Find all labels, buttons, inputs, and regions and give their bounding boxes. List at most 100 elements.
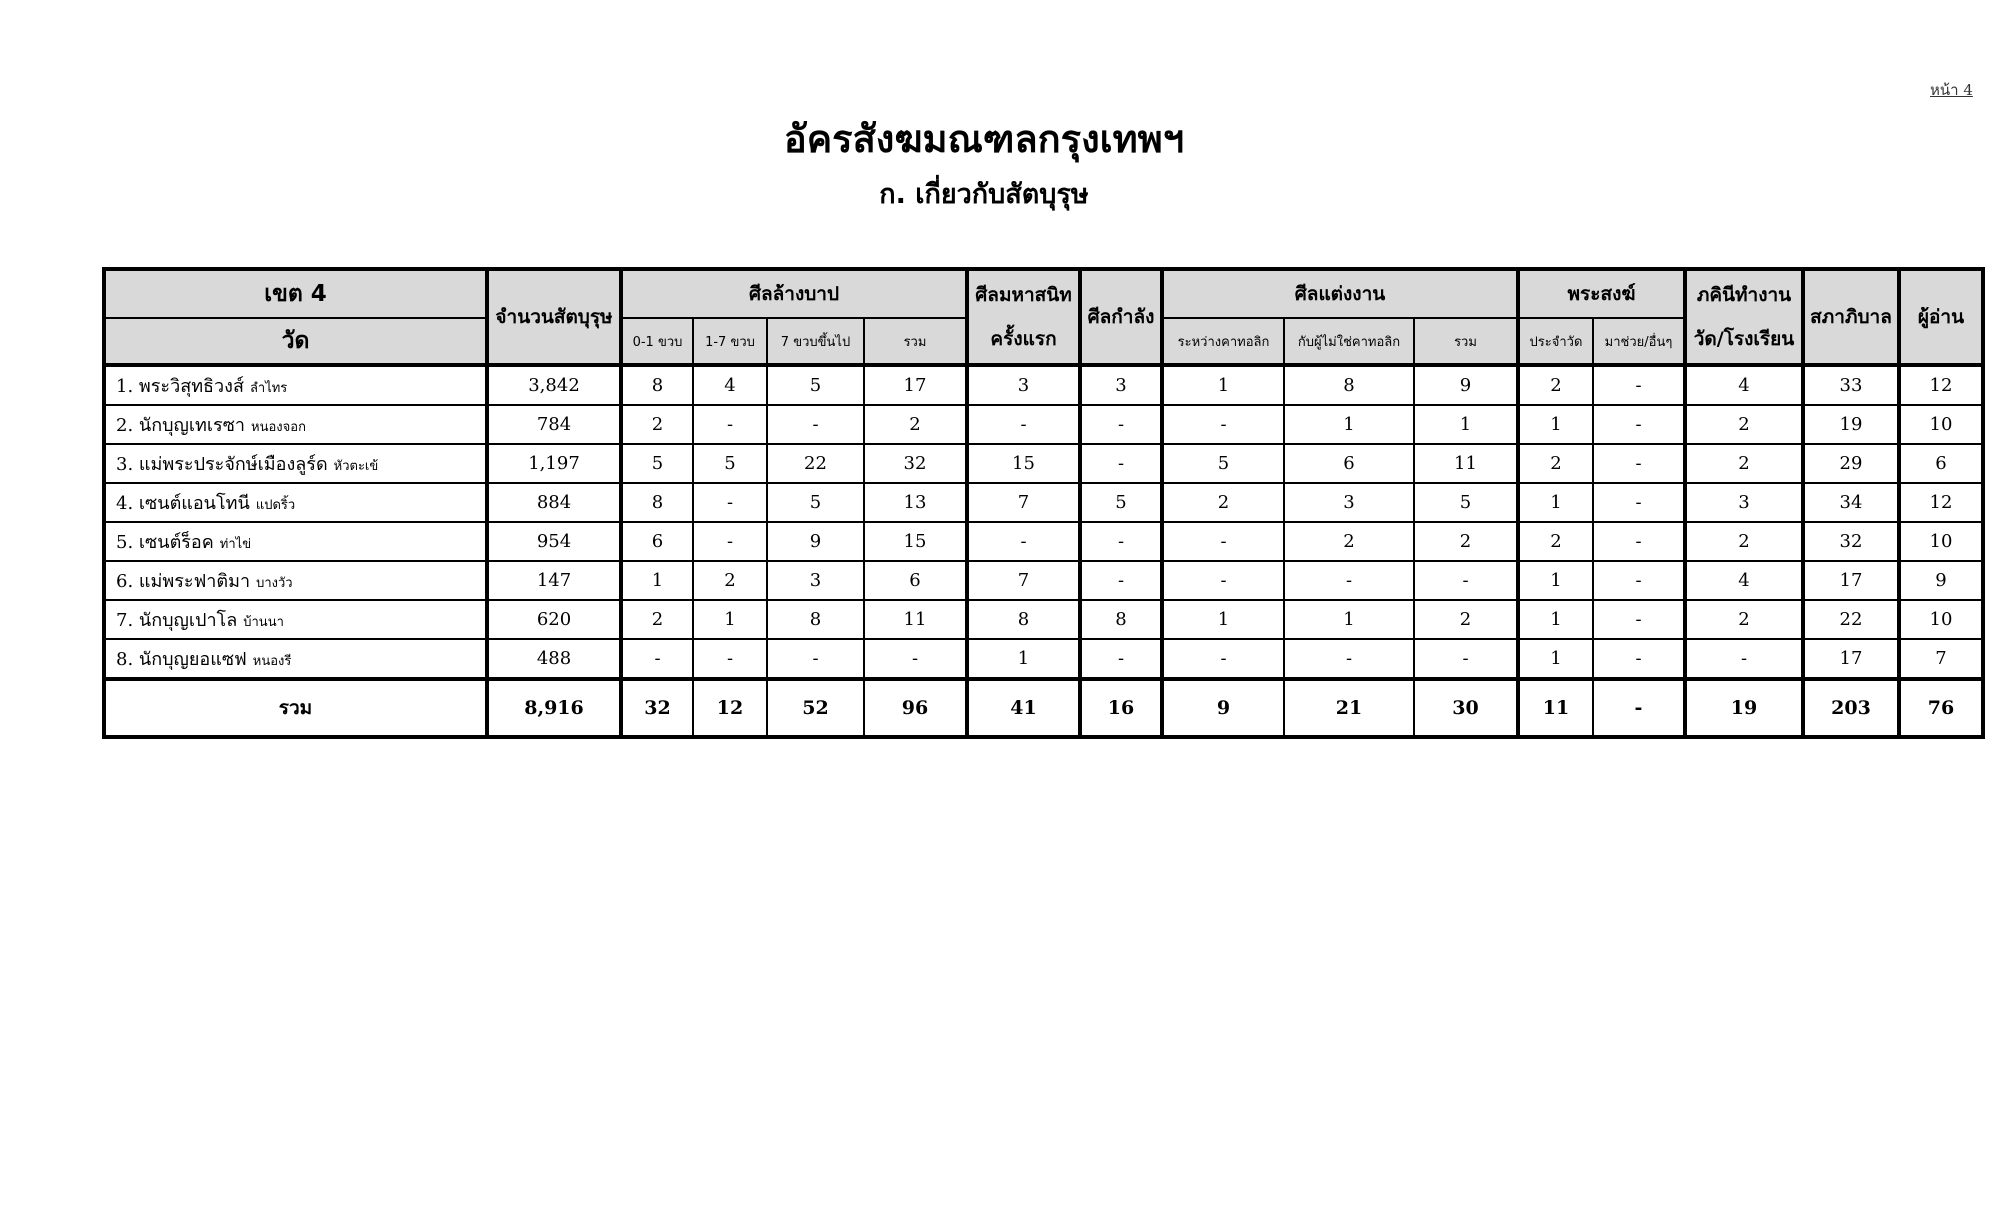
value-cell: 5 — [766, 482, 865, 523]
value-cell: 1 — [1160, 363, 1285, 406]
table-row: 6. แม่พระฟาติมา บางวัว 147 1 2 3 6 7- - - -1-4 17 9 — [103, 560, 1984, 601]
value-cell: 11 — [1413, 443, 1519, 484]
value-cell: 52 — [766, 677, 865, 738]
parish-location: หนองจอก — [251, 420, 306, 435]
parish-name: 3. แม่พระประจักษ์เมืองลูร์ด — [116, 454, 328, 475]
header-council: สภาภิบาล — [1801, 268, 1900, 366]
value-cell: 2 — [692, 560, 768, 601]
value-cell: 2 — [1516, 443, 1594, 484]
value-cell: 4 — [1683, 363, 1804, 406]
total-label: รวม — [103, 677, 488, 738]
value-cell: 2 — [1283, 521, 1415, 562]
value-cell: 34 — [1801, 482, 1900, 523]
table-row: 8. นักบุญยอแซฟ หนองรี 488- - - -1- - - -1- -17 7 — [103, 638, 1984, 680]
value-cell: 1 — [965, 638, 1081, 680]
value-cell: 7 — [1897, 638, 1984, 680]
value-cell: 2 — [1516, 521, 1594, 562]
value-cell: - — [1592, 560, 1686, 601]
header-zone: เขต 4 — [103, 268, 488, 319]
value-cell: 8 — [965, 599, 1081, 640]
value-cell: - — [692, 638, 768, 680]
parish-name-cell: 5. เซนต์ร็อค ท่าไข่ — [103, 521, 488, 562]
value-cell: 1 — [1516, 482, 1594, 523]
value-cell: 4 — [1683, 560, 1804, 601]
header-baptism-7-plus: 7 ขวบขึ้นไป — [766, 317, 865, 366]
value-cell: 7 — [965, 560, 1081, 601]
value-cell: 3 — [1078, 363, 1163, 406]
value-cell: 2 — [1160, 482, 1285, 523]
table-row: 5. เซนต์ร็อค ท่าไข่ 954 6-9 15- - -2 2 2-2 32 10 — [103, 521, 1984, 562]
parish-location: หนองรี — [252, 654, 292, 669]
value-cell: 884 — [485, 482, 622, 523]
value-cell: 21 — [1283, 677, 1415, 738]
page-title: อัครสังฆมณฑลกรุงเทพฯ — [783, 117, 1185, 161]
value-cell: - — [1283, 560, 1415, 601]
value-cell: 2 — [1413, 599, 1519, 640]
value-cell: 3 — [1683, 482, 1804, 523]
value-cell: 7 — [965, 482, 1081, 523]
value-cell: 41 — [965, 677, 1081, 738]
value-cell: 19 — [1683, 677, 1804, 738]
value-cell: 2 — [1683, 404, 1804, 445]
header-marriage-mixed: กับผู้ไม่ใช่คาทอลิก — [1283, 317, 1415, 366]
header-baptism-0-1: 0-1 ขวบ — [619, 317, 694, 366]
value-cell: - — [692, 482, 768, 523]
parish-name: 6. แม่พระฟาติมา — [116, 571, 251, 592]
value-cell: 33 — [1801, 363, 1900, 406]
value-cell: 12 — [1897, 482, 1984, 523]
value-cell: 17 — [863, 363, 968, 406]
value-cell: 2 — [1413, 521, 1519, 562]
value-cell: 9 — [766, 521, 865, 562]
parish-name-cell: 6. แม่พระฟาติมา บางวัว — [103, 560, 488, 601]
parish-name-cell: 4. เซนต์แอนโทนี แปดริ้ว — [103, 482, 488, 523]
value-cell: 29 — [1801, 443, 1900, 484]
value-cell: 3 — [965, 363, 1081, 406]
value-cell: 5 — [1413, 482, 1519, 523]
table-row: 4. เซนต์แอนโทนี แปดริ้ว 884 8-5 13 7 5 2 3 5 1-3 34… — [103, 482, 1984, 523]
header-first-communion: ศีลมหาสนิท ครั้งแรก — [965, 268, 1081, 366]
value-cell: 3 — [1283, 482, 1415, 523]
parish-name: 1. พระวิสุทธิวงส์ — [116, 376, 244, 397]
value-cell: 30 — [1413, 677, 1519, 738]
value-cell: 5 — [1160, 443, 1285, 484]
value-cell: - — [1592, 404, 1686, 445]
value-cell: 12 — [692, 677, 768, 738]
value-cell: 32 — [863, 443, 968, 484]
value-cell: - — [1413, 560, 1519, 601]
value-cell: 32 — [1801, 521, 1900, 562]
value-cell: 15 — [965, 443, 1081, 484]
value-cell: 10 — [1897, 404, 1984, 445]
value-cell: - — [692, 404, 768, 445]
table-row: 3. แม่พระประจักษ์เมืองลูร์ด หัวตะเข้ 1,197… — [103, 443, 1984, 484]
header-marriage: ศีลแต่งงาน — [1160, 268, 1519, 319]
value-cell: - — [1078, 404, 1163, 445]
header-baptism-1-7: 1-7 ขวบ — [692, 317, 768, 366]
statistics-table: เขต 4 จำนวนสัตบุรุษ ศีลล้างบาป ศีลมหาสนิ… — [102, 267, 1985, 739]
value-cell: - — [692, 521, 768, 562]
value-cell: - — [1160, 404, 1285, 445]
page-subtitle: ก. เกี่ยวกับสัตบุรุษ — [879, 179, 1089, 210]
value-cell: 1 — [692, 599, 768, 640]
value-cell: 2 — [1516, 363, 1594, 406]
value-cell: - — [1413, 638, 1519, 680]
value-cell: 5 — [1078, 482, 1163, 523]
value-cell: 5 — [766, 363, 865, 406]
value-cell: 6 — [619, 521, 694, 562]
value-cell: 5 — [692, 443, 768, 484]
value-cell: 2 — [1683, 443, 1804, 484]
value-cell: 1 — [1516, 560, 1594, 601]
value-cell: 16 — [1078, 677, 1163, 738]
value-cell: 10 — [1897, 521, 1984, 562]
value-cell: 954 — [485, 521, 622, 562]
value-cell: 9 — [1413, 363, 1519, 406]
value-cell: - — [1078, 521, 1163, 562]
value-cell: 2 — [1683, 599, 1804, 640]
parish-name-cell: 8. นักบุญยอแซฟ หนองรี — [103, 638, 488, 680]
value-cell: 488 — [485, 638, 622, 680]
value-cell: 3 — [766, 560, 865, 601]
value-cell: 22 — [1801, 599, 1900, 640]
value-cell: - — [1592, 677, 1686, 738]
parish-name-cell: 1. พระวิสุทธิวงส์ ลำไทร — [103, 363, 488, 406]
header-marriage-catholic: ระหว่างคาทอลิก — [1160, 317, 1285, 366]
table-row: 7. นักบุญเปาโล บ้านนา 620 2 1 8 11 8 8 1 1 2 1-2 22 10 — [103, 599, 1984, 640]
